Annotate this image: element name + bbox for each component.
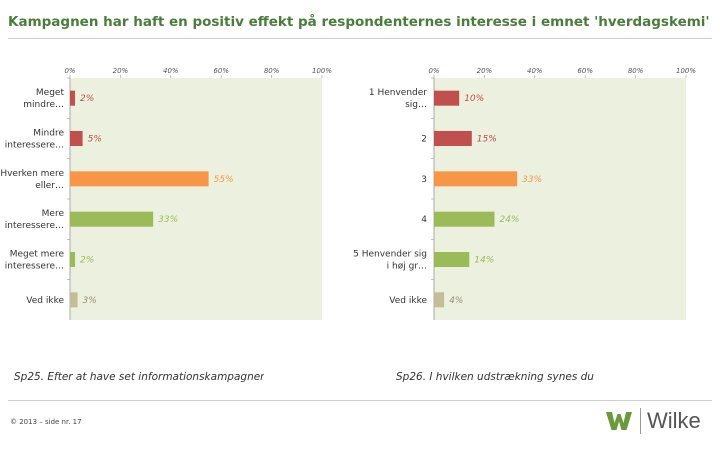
x-tick-label: 40%	[527, 67, 543, 75]
bar	[70, 292, 78, 308]
footer-page-number: © 2013 – side nr. 17	[10, 418, 82, 426]
bar	[434, 292, 445, 308]
chart-2-question: Sp26. I hvilken udstrækning synes du	[396, 371, 594, 383]
page-title: Kampagnen har haft en positiv effekt på …	[8, 14, 710, 30]
x-tick-label: 60%	[577, 67, 593, 75]
x-tick-label: 100%	[676, 67, 696, 75]
wilke-logo: Wilke	[606, 406, 701, 436]
x-tick-label: 0%	[428, 67, 439, 75]
bar	[70, 171, 209, 187]
bar	[70, 252, 76, 267]
x-tick-label: 100%	[312, 67, 332, 75]
chart-1: 0% 20% 40% 60% 80% 100% Meget mindre… 2% Mindre in…	[0, 67, 332, 320]
x-tick-label: 80%	[628, 67, 644, 75]
bar	[434, 90, 460, 106]
x-tick-label: 0%	[64, 67, 75, 75]
x-tick-label: 60%	[213, 67, 229, 75]
data-label: 4%	[449, 296, 463, 306]
category-label: Mindre interessere…	[5, 129, 65, 151]
x-tick-label: 80%	[264, 67, 280, 75]
category-label: Hverken mere eller…	[0, 169, 64, 191]
x-tick-label: 20%	[477, 67, 493, 75]
title-divider	[8, 38, 712, 39]
category-label: Ved ikke	[389, 296, 427, 306]
category-label: Meget mindre…	[23, 88, 64, 110]
category-label: Mere interessere…	[5, 209, 65, 231]
data-label: 3%	[83, 296, 97, 306]
x-tick-label: 40%	[163, 67, 179, 75]
w-logo-icon	[606, 412, 632, 430]
chart-1-question: Sp25. Efter at have set informationskamp…	[14, 371, 264, 383]
charts-canvas: 0% 20% 40% 60% 80% 100%Meget mindre…2%Mindre in…	[0, 67, 696, 320]
logo-text: Wilke	[647, 408, 701, 433]
plot-area	[434, 78, 686, 320]
category-label: 1 Henvender sig…	[369, 88, 427, 110]
bar	[434, 252, 470, 267]
category-label: 4	[421, 215, 427, 225]
data-label: 55%	[214, 175, 234, 185]
data-label: 5%	[88, 135, 102, 145]
category-label: 3	[421, 175, 427, 185]
bar	[434, 211, 495, 227]
data-label: 2%	[80, 94, 94, 104]
data-label: 24%	[499, 215, 519, 225]
bar	[70, 211, 154, 227]
x-tick-label: 20%	[113, 67, 129, 75]
data-label: 33%	[522, 175, 542, 185]
footer-divider	[8, 400, 712, 401]
data-label: 15%	[477, 135, 497, 145]
bar	[70, 131, 83, 146]
category-label: 2	[421, 135, 427, 145]
category-label: Meget mere interessere…	[5, 250, 65, 272]
data-label: 10%	[464, 94, 484, 104]
data-label: 14%	[474, 256, 494, 266]
data-label: 2%	[80, 256, 94, 266]
data-label: 33%	[158, 215, 178, 225]
bar	[434, 131, 472, 146]
logo-separator	[640, 408, 641, 434]
category-label: 5 Henvender sig i høj gr…	[353, 250, 427, 272]
bar	[70, 90, 76, 106]
chart-2: 0% 20% 40% 60% 80% 100% 1 Henvender sig… 10% 2 15%…	[353, 67, 696, 320]
plot-area	[70, 78, 322, 320]
bar	[434, 171, 518, 187]
category-label: Ved ikke	[26, 296, 64, 306]
